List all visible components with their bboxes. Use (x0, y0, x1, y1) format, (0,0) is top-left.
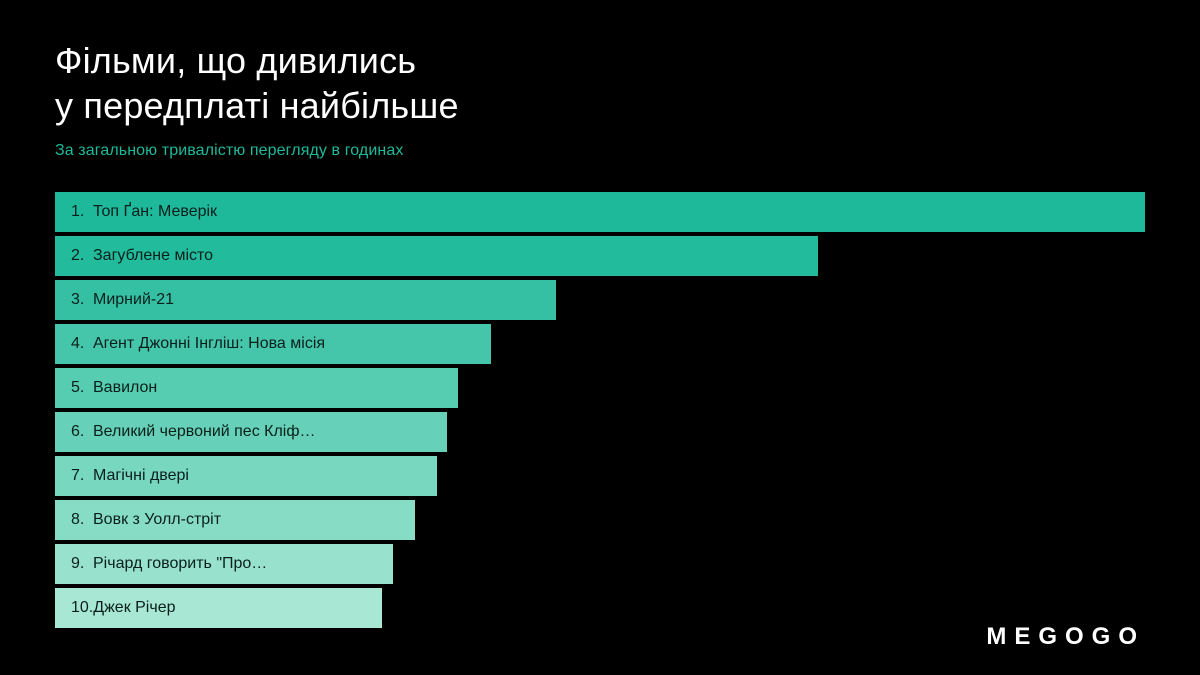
bar-row: 7. Магічні двері (55, 456, 1145, 496)
subtitle: За загальною тривалістю перегляду в годи… (55, 142, 1145, 160)
bar-row: 4. Агент Джонні Інгліш: Нова місія (55, 324, 1145, 364)
bar: 8. Вовк з Уолл-стріт (55, 500, 415, 540)
bar-label: Агент Джонні Інгліш: Нова місія (93, 335, 325, 353)
bar: 5. Вавилон (55, 368, 458, 408)
bar: 3. Мирний-21 (55, 280, 556, 320)
bar: 2. Загублене місто (55, 236, 818, 276)
bar-rank: 2. (71, 247, 93, 265)
bar-rank: 1. (71, 203, 93, 221)
bar-row: 5. Вавилон (55, 368, 1145, 408)
title-line-1: Фільми, що дивились (55, 40, 416, 81)
bar-rank: 8. (71, 511, 93, 529)
bar-label: Вавилон (93, 379, 157, 397)
bar-label: Мирний-21 (93, 291, 174, 309)
title-line-2: у передплаті найбільше (55, 85, 459, 126)
bar-row: 2. Загублене місто (55, 236, 1145, 276)
brand-logo: MEGOGO (986, 623, 1145, 651)
bar-row: 3. Мирний-21 (55, 280, 1145, 320)
bar-label: Магічні двері (93, 467, 189, 485)
bar-label: Вовк з Уолл-стріт (93, 511, 221, 529)
bar-rank: 4. (71, 335, 93, 353)
bar-rank: 6. (71, 423, 93, 441)
bar: 9. Річард говорить "Про… (55, 544, 393, 584)
bar-row: 8. Вовк з Уолл-стріт (55, 500, 1145, 540)
bar: 10. Джек Річер (55, 588, 382, 628)
bar-rank: 5. (71, 379, 93, 397)
bar-row: 6. Великий червоний пес Кліф… (55, 412, 1145, 452)
bar-row: 1. Топ Ґан: Меверік (55, 192, 1145, 232)
bar: 4. Агент Джонні Інгліш: Нова місія (55, 324, 491, 364)
bar-label: Великий червоний пес Кліф… (93, 423, 316, 441)
bar-label: Топ Ґан: Меверік (93, 203, 217, 221)
bar-row: 9. Річард говорить "Про… (55, 544, 1145, 584)
bar-rank: 9. (71, 555, 93, 573)
bar-chart: 1. Топ Ґан: Меверік2. Загублене місто3. … (55, 192, 1145, 628)
bar-rank: 7. (71, 467, 93, 485)
bar-label: Річард говорить "Про… (93, 555, 267, 573)
bar: 6. Великий червоний пес Кліф… (55, 412, 447, 452)
bar: 7. Магічні двері (55, 456, 437, 496)
bar-rank: 3. (71, 291, 93, 309)
chart-container: Фільми, що дивились у передплаті найбіль… (0, 0, 1200, 628)
bar-row: 10. Джек Річер (55, 588, 1145, 628)
bar-rank: 10. (71, 599, 93, 617)
bar: 1. Топ Ґан: Меверік (55, 192, 1145, 232)
bar-label: Загублене місто (93, 247, 213, 265)
page-title: Фільми, що дивились у передплаті найбіль… (55, 38, 1145, 128)
bar-label: Джек Річер (93, 599, 175, 617)
